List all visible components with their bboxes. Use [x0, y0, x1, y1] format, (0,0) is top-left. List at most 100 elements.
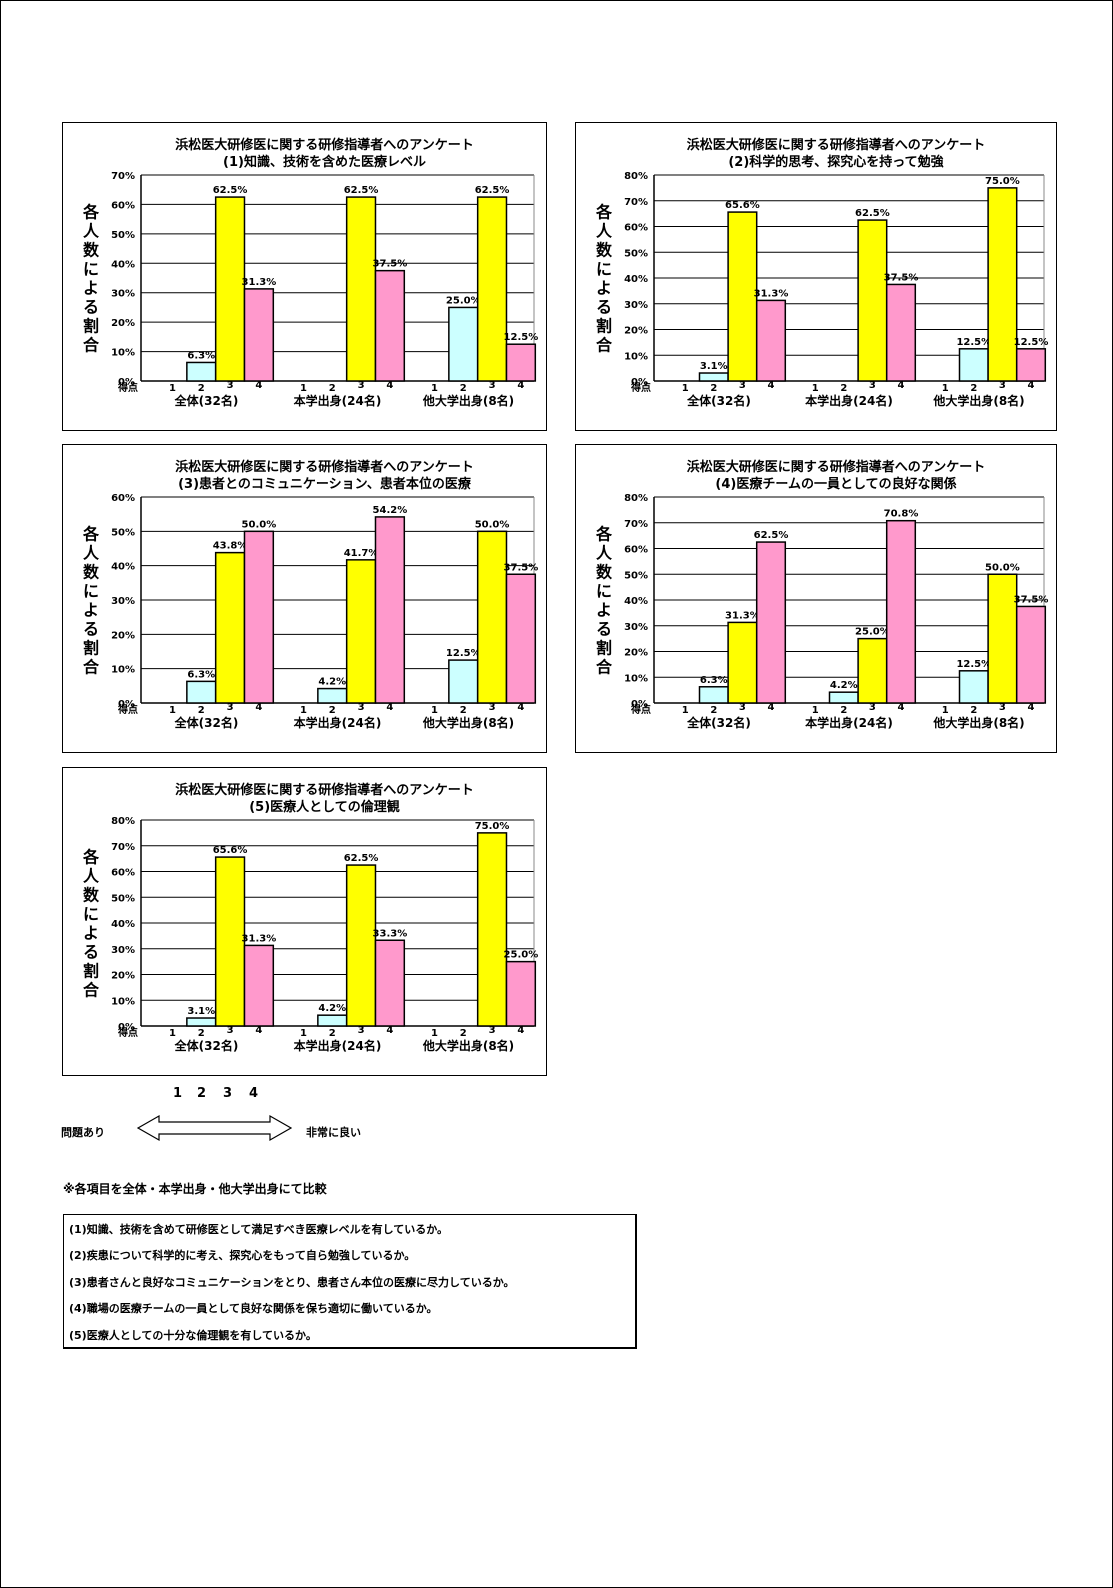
score-tick-label: 4 [517, 380, 524, 391]
bar [1015, 348, 1047, 382]
score-tick-label: 1 [169, 1028, 176, 1039]
bar [958, 670, 989, 704]
chart-title: 浜松医大研修医に関する研修指導者へのアンケート [175, 137, 473, 153]
chart-1: 浜松医大研修医に関する研修指導者へのアンケート (1)知識、技術を含めた医療レベル… [62, 122, 547, 431]
y-axis-label-char: 合 [83, 658, 100, 677]
y-tick-label: 10% [624, 673, 648, 684]
score-tick-label: 1 [942, 383, 949, 394]
bar [727, 621, 758, 704]
bar [727, 211, 758, 382]
data-label: 65.6% [213, 845, 248, 856]
y-tick-label: 50% [624, 248, 648, 259]
y-tick-label: 40% [111, 919, 135, 930]
question-legend: (1)知識、技術を含めて研修医として満足すべき医療レベルを有しているか。 (2)… [63, 1214, 637, 1349]
bar [857, 637, 888, 704]
y-axis-label-char: 人 [596, 544, 613, 563]
y-tick-label: 0% [118, 1022, 135, 1033]
y-tick-label: 60% [111, 868, 135, 879]
y-tick-label: 70% [624, 519, 648, 530]
y-tick-label: 40% [111, 259, 135, 270]
data-label: 62.5% [754, 530, 789, 541]
chart-subtitle: (4)医療チームの一員としての良好な関係 [715, 476, 956, 492]
data-label: 75.0% [985, 176, 1020, 187]
category-label: 他大学出身(8名) [932, 715, 1024, 730]
category-label: 全体(32名) [174, 393, 239, 408]
data-label: 4.2% [318, 1003, 346, 1014]
y-tick-label: 40% [624, 596, 648, 607]
bar [345, 864, 377, 1027]
y-tick-label: 60% [111, 200, 135, 211]
chart-title: 浜松医大研修医に関する研修指導者へのアンケート [687, 137, 985, 153]
score-tick-label: 2 [198, 383, 205, 394]
y-axis-label-char: 各 [595, 203, 613, 222]
data-label: 31.3% [754, 288, 789, 299]
score-tick-label: 4 [255, 702, 262, 713]
y-tick-label: 80% [111, 816, 135, 827]
y-axis-label-char: る [596, 620, 612, 639]
score-tick-label: 2 [329, 705, 336, 716]
score-tick-label: 2 [198, 705, 205, 716]
bar [243, 288, 275, 382]
score-tick-label: 3 [999, 702, 1006, 713]
chart-5: 浜松医大研修医に関する研修指導者へのアンケート (5)医療人としての倫理観 0% 10… [62, 767, 547, 1076]
score-tick-label: 2 [970, 705, 977, 716]
chart-subtitle: (3)患者とのコミュニケーション、患者本位の医療 [178, 476, 472, 492]
data-label: 25.0% [504, 950, 539, 961]
score-tick-label: 2 [329, 1028, 336, 1039]
bar [317, 1014, 348, 1027]
y-tick-label: 50% [111, 527, 135, 538]
data-label: 62.5% [344, 853, 379, 864]
bar [243, 944, 275, 1027]
data-label: 50.0% [242, 519, 277, 530]
data-label: 75.0% [475, 821, 510, 832]
y-axis-label-char: 人 [83, 222, 100, 241]
y-tick-label: 80% [624, 171, 648, 182]
data-label: 31.3% [725, 610, 760, 621]
data-label: 12.5% [956, 659, 991, 670]
y-axis-label-char: 数 [83, 563, 100, 582]
double-arrow-icon [137, 1114, 292, 1142]
y-tick-label: 10% [111, 348, 135, 359]
score-tick-label: 2 [460, 705, 467, 716]
score-tick-label: 4 [1028, 380, 1035, 391]
category-label: 全体(32名) [686, 393, 751, 408]
scale-right-label: 非常に良い [306, 1126, 361, 1139]
y-tick-label: 0% [118, 699, 135, 710]
score-tick-label: 4 [517, 1025, 524, 1036]
y-axis-label-char: 合 [83, 981, 100, 1000]
score-tick-label: 1 [431, 1028, 438, 1039]
score-tick-label: 4 [386, 1025, 393, 1036]
chart-4-svg: 浜松医大研修医に関する研修指導者へのアンケート(4)医療チームの一員としての良好… [595, 459, 1048, 730]
bar [243, 530, 275, 704]
score-tick-label: 2 [710, 705, 717, 716]
score-tick-label: 3 [489, 380, 496, 391]
bar [448, 659, 479, 704]
chart-4: 浜松医大研修医に関する研修指導者へのアンケート (4)医療チームの一員としての良好… [575, 444, 1057, 753]
bar [448, 306, 479, 382]
chart-2-svg: 浜松医大研修医に関する研修指導者へのアンケート(2)科学的思考、探究心を持って勉… [595, 137, 1049, 408]
data-label: 25.0% [855, 627, 890, 638]
bar [987, 573, 1018, 704]
score-tick-label: 3 [739, 702, 746, 713]
y-axis-label-char: 合 [596, 658, 613, 677]
bar [214, 196, 246, 382]
data-label: 65.6% [725, 200, 760, 211]
category-label: 他大学出身(8名) [932, 393, 1024, 408]
data-label: 62.5% [475, 185, 510, 196]
y-axis-label-char: よ [596, 279, 612, 298]
score-tick-label: 2 [840, 705, 847, 716]
y-axis-label-char: 数 [596, 241, 613, 260]
score-tick-label: 3 [489, 702, 496, 713]
bar [885, 283, 917, 382]
score-tick-label: 3 [869, 702, 876, 713]
data-label: 3.1% [700, 361, 728, 372]
y-tick-label: 30% [111, 289, 135, 300]
chart-subtitle: (5)医療人としての倫理観 [249, 799, 400, 815]
score-tick-label: 4 [255, 1025, 262, 1036]
score-tick-label: 2 [840, 383, 847, 394]
data-label: 12.5% [1014, 337, 1049, 348]
data-label: 37.5% [373, 259, 408, 270]
y-axis-label-char: に [83, 582, 99, 601]
chart-title: 浜松医大研修医に関する研修指導者へのアンケート [175, 459, 473, 475]
y-axis-label-char: 人 [596, 222, 613, 241]
